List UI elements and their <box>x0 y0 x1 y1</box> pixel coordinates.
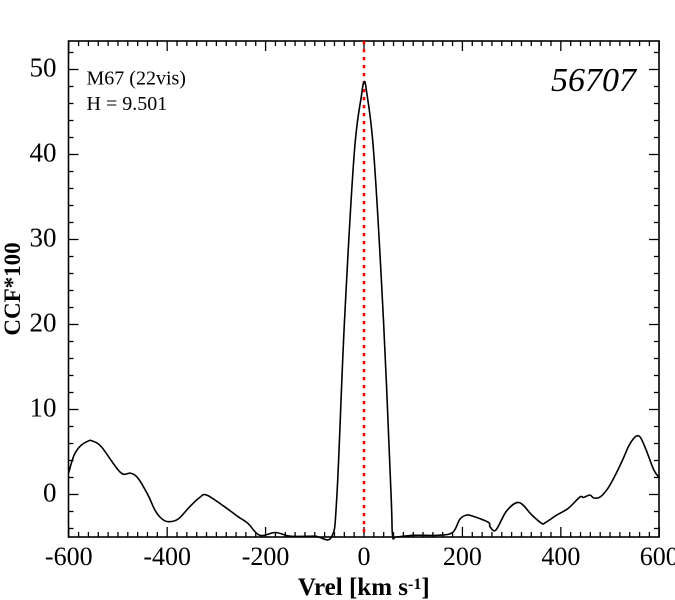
svg-text:56707: 56707 <box>551 62 638 99</box>
svg-text:20: 20 <box>30 308 57 338</box>
svg-text:-200: -200 <box>242 542 290 571</box>
svg-text:0: 0 <box>43 478 57 508</box>
svg-text:0: 0 <box>358 542 371 571</box>
svg-text:-600: -600 <box>45 542 93 571</box>
svg-text:-400: -400 <box>143 542 191 571</box>
svg-text:H = 9.501: H = 9.501 <box>87 93 168 115</box>
svg-text:10: 10 <box>30 393 57 423</box>
svg-text:50: 50 <box>30 53 57 83</box>
svg-text:40: 40 <box>30 138 57 168</box>
svg-text:M67 (22vis): M67 (22vis) <box>87 68 186 90</box>
svg-text:600: 600 <box>640 542 675 571</box>
svg-text:30: 30 <box>30 223 57 253</box>
svg-text:200: 200 <box>443 542 482 571</box>
svg-text:400: 400 <box>541 542 580 571</box>
svg-text:CCF*100: CCF*100 <box>0 242 25 335</box>
